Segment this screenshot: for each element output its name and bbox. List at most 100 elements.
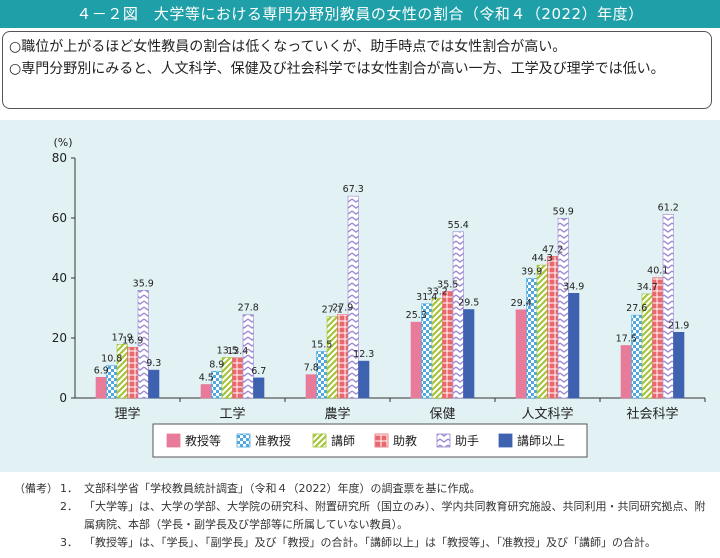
note-row-1: （備考） 1． 文部科学省「学校教員統計調査」（令和４（2022）年度）の調査票… xyxy=(0,480,720,498)
bar-value-label: 47.2 xyxy=(542,244,563,255)
legend-swatch-3 xyxy=(374,433,389,448)
bar-value-label: 34.9 xyxy=(563,281,584,292)
summary-line-1: ○職位が上がるほど女性教員の割合は低くなっていくが、助手時点では女性割合が高い。 xyxy=(9,39,567,55)
bar-value-label: 25.3 xyxy=(406,310,427,321)
category-label-5: 社会科学 xyxy=(626,406,678,422)
chart-panel: 0 20 40 60 80 (%) 6.9 10.8 17.9 16.9 35.9 9.3 理学 4.5… xyxy=(0,120,720,472)
bar-value-label: 21.9 xyxy=(668,320,689,331)
bar-value-label: 27.8 xyxy=(238,303,259,314)
bar-value-label: 15.5 xyxy=(311,340,332,351)
summary-box: ○職位が上がるほど女性教員の割合は低くなっていくが、助手時点では女性割合が高い。… xyxy=(2,31,712,109)
bar-value-label: 44.3 xyxy=(532,253,553,264)
legend-swatch-0 xyxy=(166,433,181,448)
category-label-4: 人文科学 xyxy=(521,406,573,422)
bar-value-label: 8.9 xyxy=(209,359,224,370)
bar-5-0 xyxy=(620,345,632,399)
bar-3-3 xyxy=(442,291,454,399)
bar-5-1 xyxy=(631,314,643,399)
bar-1-0 xyxy=(200,384,212,399)
bar-value-label: 16.9 xyxy=(122,335,143,346)
category-label-0: 理学 xyxy=(114,406,140,422)
bar-3-4 xyxy=(452,231,464,399)
legend-swatch-4 xyxy=(436,433,451,448)
bar-1-5 xyxy=(253,377,265,399)
y-tick-label: 80 xyxy=(52,151,67,165)
bar-0-4 xyxy=(137,290,149,399)
note-num-1: 1． xyxy=(60,482,78,495)
bar-value-label: 59.9 xyxy=(553,206,574,217)
bar-5-3 xyxy=(652,277,664,399)
bar-value-label: 17.9 xyxy=(112,332,133,343)
note-text-1: 文部科学省「学校教員統計調査」（令和４（2022）年度）の調査票を基に作成。 xyxy=(84,482,481,495)
bar-2-1 xyxy=(316,351,328,399)
legend-swatch-1 xyxy=(236,433,251,448)
bar-value-label: 55.4 xyxy=(448,220,469,231)
bar-2-3 xyxy=(337,314,349,399)
bar-value-label: 27.1 xyxy=(322,305,343,316)
legend-label-4: 助手 xyxy=(455,434,479,448)
legend-label-1: 准教授 xyxy=(255,433,291,448)
y-tick-label: 20 xyxy=(52,331,67,345)
note-num-3: 3． xyxy=(60,536,78,549)
bar-value-label: 34.7 xyxy=(637,282,658,293)
notes-section: （備考） 1． 文部科学省「学校教員統計調査」（令和４（2022）年度）の調査票… xyxy=(0,480,720,552)
bar-value-label: 9.3 xyxy=(146,358,161,369)
bar-4-0 xyxy=(515,309,527,399)
note-text-3: 「教授等」は、「学長」、「副学長」及び「教授」の合計。「講師以上」は「教授等」、… xyxy=(84,536,656,549)
bar-2-2 xyxy=(326,316,338,399)
legend-box xyxy=(152,423,588,458)
bar-0-0 xyxy=(95,376,107,399)
bar-value-label: 13.5 xyxy=(217,346,238,357)
bar-0-2 xyxy=(116,344,128,399)
bar-value-label: 6.7 xyxy=(251,366,266,377)
notes-head: （備考） xyxy=(14,482,58,495)
bar-value-label: 35.5 xyxy=(437,280,458,291)
bar-2-5 xyxy=(358,360,370,399)
bar-0-3 xyxy=(127,347,139,399)
bar-3-0 xyxy=(410,321,422,399)
bar-value-label: 33.2 xyxy=(427,286,448,297)
category-label-2: 農学 xyxy=(324,406,350,422)
bar-value-label: 67.3 xyxy=(343,184,364,195)
bar-3-2 xyxy=(431,298,443,399)
y-unit-label: (%) xyxy=(53,136,72,149)
bar-value-label: 7.8 xyxy=(304,363,319,374)
bar-chart: 0 20 40 60 80 (%) 6.910.8 17.916.9 35.9 9.3 理学 4.5… xyxy=(52,136,706,458)
bar-4-3 xyxy=(547,256,559,399)
summary-line-2: ○専門分野別にみると、人文科学、保健及び社会科学では女性割合が高い一方、工学及び… xyxy=(9,61,665,77)
note-num-2: 2． xyxy=(60,500,78,513)
bar-value-label: 10.8 xyxy=(101,354,122,365)
category-label-1: 工学 xyxy=(219,406,245,422)
category-label-3: 保健 xyxy=(429,407,455,422)
bar-value-label: 29.5 xyxy=(458,298,479,309)
note-text-2: 「大学等」は、大学の学部、大学院の研究科、附置研究所（国立のみ）、学内共同教育研… xyxy=(84,500,706,531)
bar-value-label: 27.9 xyxy=(332,302,353,313)
figure-title: ４－２図 大学等における専門分野別教員の女性の割合（令和４（2022）年度） xyxy=(0,0,720,28)
y-tick-label: 0 xyxy=(59,391,67,405)
bar-2-0 xyxy=(305,374,317,399)
bar-1-3 xyxy=(232,357,244,399)
bar-value-label: 27.6 xyxy=(626,303,647,314)
y-tick-label: 40 xyxy=(52,271,67,285)
bar-value-label: 13.4 xyxy=(227,346,248,357)
legend-label-2: 講師 xyxy=(331,433,355,448)
bar-4-2 xyxy=(536,264,548,399)
legend-label-5: 講師以上 xyxy=(517,433,565,448)
bar-3-5 xyxy=(463,309,475,399)
legend-swatch-2 xyxy=(312,433,327,448)
y-tick-label: 60 xyxy=(52,211,67,225)
bar-2-4 xyxy=(347,195,359,399)
bar-value-label: 6.9 xyxy=(94,365,109,376)
legend-swatch-5 xyxy=(498,433,513,448)
bar-5-4 xyxy=(662,214,674,399)
bar-value-label: 40.1 xyxy=(647,266,668,277)
bar-value-label: 31.4 xyxy=(416,292,437,303)
bar-4-1 xyxy=(526,278,538,399)
legend-label-3: 助教 xyxy=(393,433,417,448)
bar-value-label: 35.9 xyxy=(133,278,154,289)
bar-value-label: 61.2 xyxy=(658,202,679,213)
bar-value-label: 39.9 xyxy=(521,266,542,277)
note-row-2: 2． 「大学等」は、大学の学部、大学院の研究科、附置研究所（国立のみ）、学内共同… xyxy=(0,498,720,534)
bar-value-label: 4.5 xyxy=(199,373,214,384)
bar-value-label: 29.4 xyxy=(511,298,532,309)
